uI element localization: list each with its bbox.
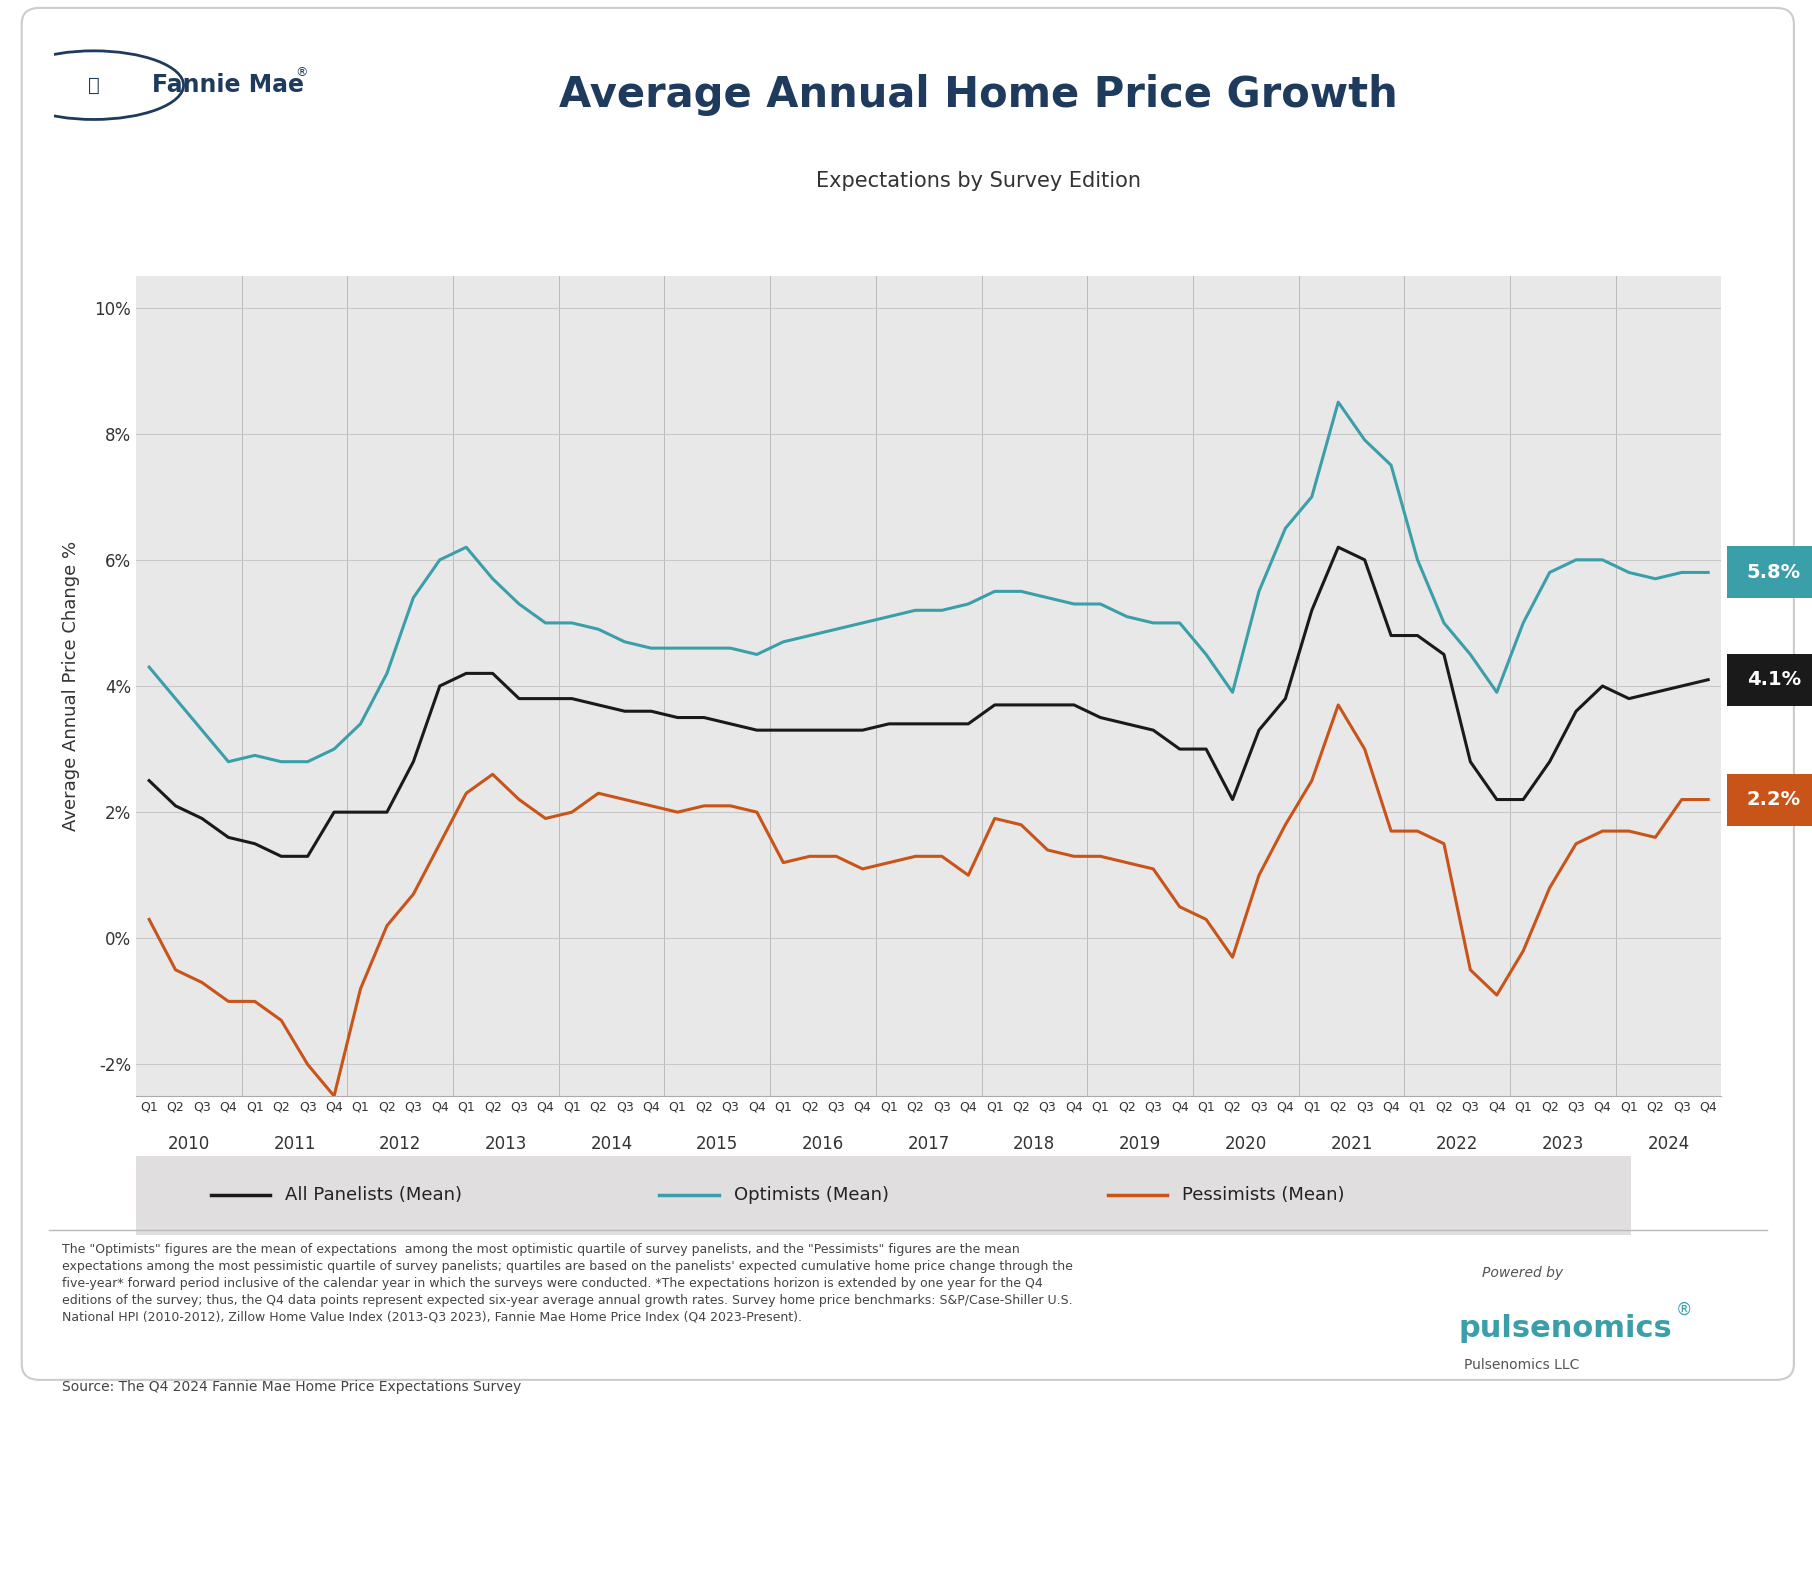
Text: 2024: 2024	[1647, 1135, 1689, 1153]
Text: 2017: 2017	[908, 1135, 949, 1153]
Text: 2019: 2019	[1120, 1135, 1161, 1153]
Text: ®: ®	[1676, 1301, 1692, 1318]
Text: 2018: 2018	[1013, 1135, 1055, 1153]
Text: Expectations by Survey Edition: Expectations by Survey Edition	[815, 172, 1142, 191]
Text: 🏠: 🏠	[87, 76, 100, 95]
Text: ®: ®	[295, 66, 308, 79]
Text: 2010: 2010	[169, 1135, 210, 1153]
Text: 2015: 2015	[696, 1135, 737, 1153]
Text: Fannie Mae: Fannie Mae	[152, 73, 304, 98]
Text: 4.1%: 4.1%	[1747, 670, 1801, 689]
Text: Optimists (Mean): Optimists (Mean)	[734, 1186, 890, 1205]
Text: 2020: 2020	[1225, 1135, 1267, 1153]
Text: Pessimists (Mean): Pessimists (Mean)	[1181, 1186, 1345, 1205]
Text: Source: The Q4 2024 Fannie Mae Home Price Expectations Survey: Source: The Q4 2024 Fannie Mae Home Pric…	[62, 1380, 520, 1394]
Text: 5.8%: 5.8%	[1747, 563, 1801, 582]
Circle shape	[4, 50, 183, 120]
Text: 2013: 2013	[484, 1135, 527, 1153]
Y-axis label: Average Annual Price Change %: Average Annual Price Change %	[62, 541, 80, 831]
Text: Powered by: Powered by	[1482, 1266, 1562, 1281]
Text: 2021: 2021	[1330, 1135, 1373, 1153]
Text: 2016: 2016	[803, 1135, 844, 1153]
Text: The "Optimists" figures are the mean of expectations  among the most optimistic : The "Optimists" figures are the mean of …	[62, 1243, 1073, 1323]
Text: Pulsenomics LLC: Pulsenomics LLC	[1464, 1358, 1580, 1372]
Text: 2011: 2011	[274, 1135, 315, 1153]
X-axis label: Home Price Expectations Survey Edition: Home Price Expectations Survey Edition	[748, 1172, 1109, 1191]
Text: 2012: 2012	[379, 1135, 422, 1153]
Text: All Panelists (Mean): All Panelists (Mean)	[286, 1186, 462, 1205]
Text: 2014: 2014	[591, 1135, 632, 1153]
Text: pulsenomics: pulsenomics	[1459, 1314, 1672, 1342]
Text: Average Annual Home Price Growth: Average Annual Home Price Growth	[560, 74, 1397, 115]
Text: 2022: 2022	[1435, 1135, 1479, 1153]
Text: 2023: 2023	[1542, 1135, 1584, 1153]
Text: 2.2%: 2.2%	[1747, 790, 1801, 809]
